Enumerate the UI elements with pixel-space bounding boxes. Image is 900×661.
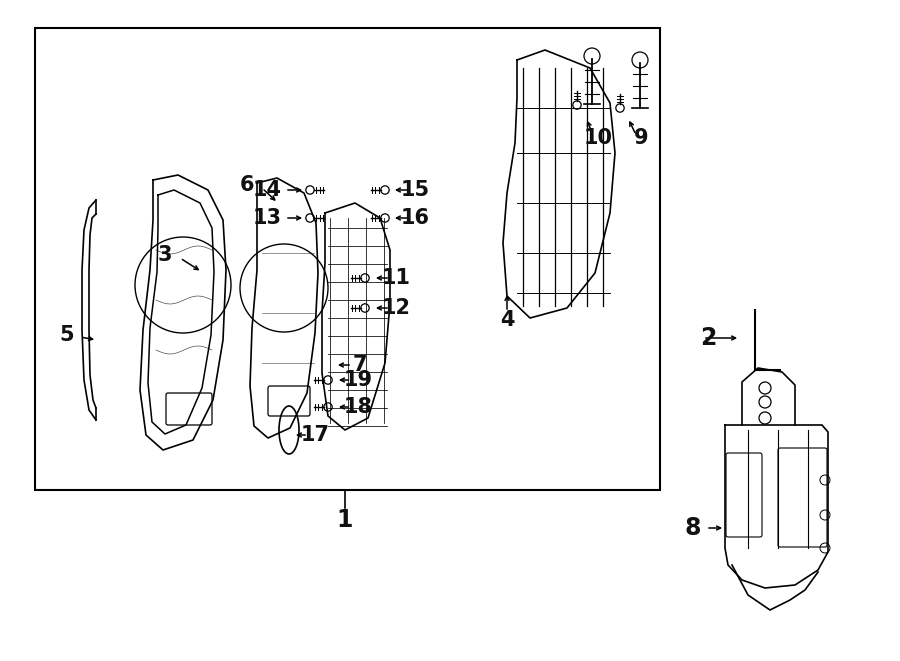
- Text: 18: 18: [344, 397, 373, 417]
- Text: 1: 1: [337, 508, 353, 532]
- Text: 12: 12: [382, 298, 410, 318]
- Text: 9: 9: [634, 128, 648, 148]
- Bar: [35, 28, 660, 490]
- Text: 15: 15: [400, 180, 429, 200]
- Text: 11: 11: [382, 268, 410, 288]
- Text: 13: 13: [253, 208, 282, 228]
- Text: 4: 4: [500, 310, 514, 330]
- Text: 3: 3: [158, 245, 172, 265]
- Text: 16: 16: [400, 208, 429, 228]
- Text: 19: 19: [344, 370, 373, 390]
- Text: 10: 10: [583, 128, 613, 148]
- Text: 8: 8: [685, 516, 701, 540]
- Text: 17: 17: [301, 425, 329, 445]
- Text: 6: 6: [239, 175, 254, 195]
- Text: 2: 2: [700, 326, 716, 350]
- Text: 7: 7: [353, 355, 367, 375]
- Text: 14: 14: [253, 180, 282, 200]
- Text: 5: 5: [59, 325, 75, 345]
